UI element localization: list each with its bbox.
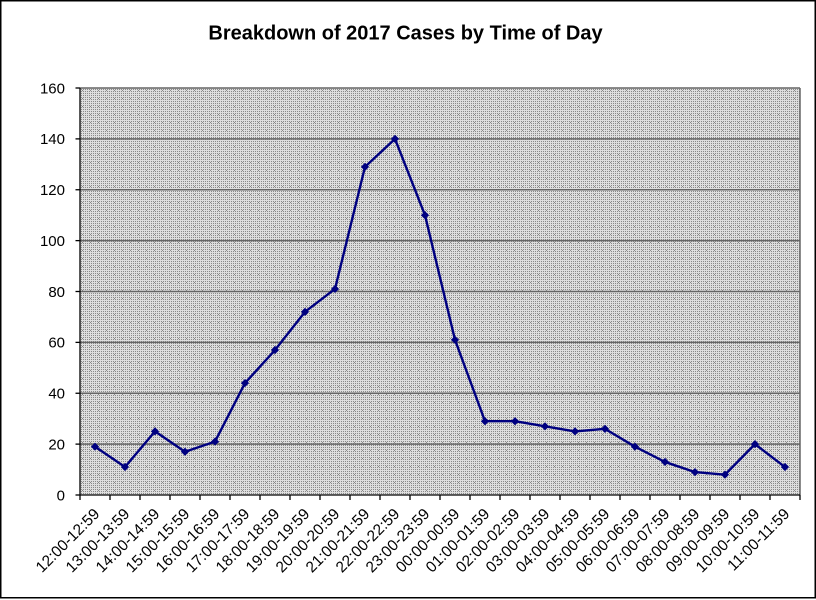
svg-text:40: 40	[48, 386, 65, 403]
svg-text:120: 120	[40, 182, 65, 199]
svg-text:140: 140	[40, 131, 65, 148]
svg-text:100: 100	[40, 233, 65, 250]
svg-text:80: 80	[48, 284, 65, 301]
svg-text:20: 20	[48, 436, 65, 453]
svg-text:Breakdown of 2017 Cases by Tim: Breakdown of 2017 Cases by Time of Day	[208, 23, 603, 45]
svg-text:160: 160	[40, 80, 65, 97]
svg-text:0: 0	[57, 487, 65, 504]
svg-text:60: 60	[48, 335, 65, 352]
